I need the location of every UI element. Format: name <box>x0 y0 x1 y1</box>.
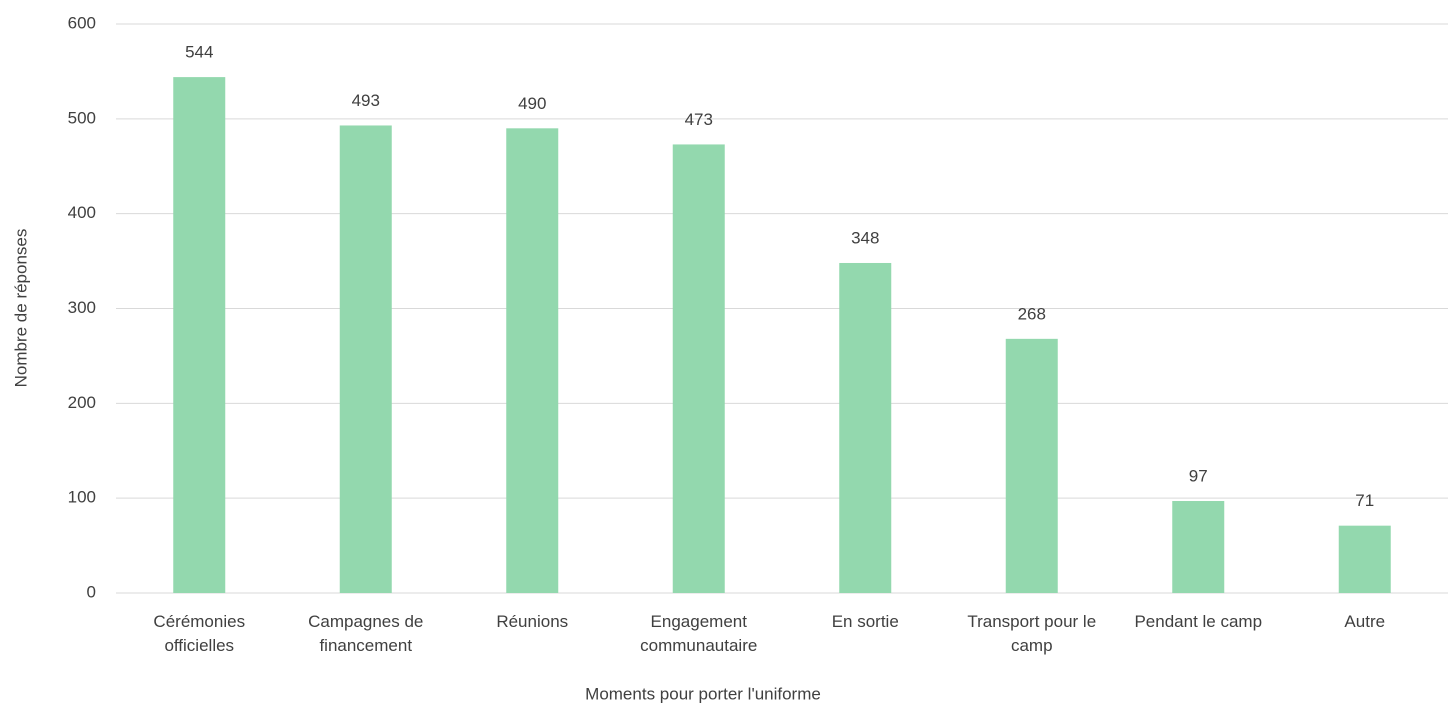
x-axis-label: Moments pour porter l'uniforme <box>585 684 821 703</box>
y-tick-label: 300 <box>68 298 96 317</box>
y-axis-label: Nombre de réponses <box>11 229 30 388</box>
bar <box>339 125 392 593</box>
y-tick-label: 600 <box>68 13 96 32</box>
bar <box>173 77 226 593</box>
x-tick-label: En sortie <box>831 612 899 631</box>
value-label: 71 <box>1355 491 1374 510</box>
bar <box>839 262 892 593</box>
x-tick-label: Campagnes de financement <box>308 612 424 655</box>
y-tick-label: 400 <box>68 203 96 222</box>
y-tick-label: 100 <box>68 488 96 507</box>
y-tick-label: 500 <box>68 108 96 127</box>
value-label: 493 <box>352 91 380 110</box>
y-tick-label: 0 <box>87 582 96 601</box>
y-tick-label: 200 <box>68 393 96 412</box>
bar <box>1005 338 1058 593</box>
bar <box>672 144 725 593</box>
value-label: 268 <box>1018 304 1046 323</box>
bar <box>1338 525 1391 593</box>
value-label: 490 <box>518 94 546 113</box>
x-tick-label: Cérémonies officielles <box>153 612 246 655</box>
x-tick-label: Autre <box>1344 612 1386 631</box>
value-label: 473 <box>685 110 713 129</box>
bar <box>506 128 559 594</box>
x-tick-label: Engagement communautaire <box>640 612 758 655</box>
x-tick-label: Transport pour le camp <box>967 612 1097 655</box>
x-tick-label: Réunions <box>496 612 569 631</box>
bar <box>1172 501 1225 593</box>
value-label: 97 <box>1189 466 1208 485</box>
value-label: 348 <box>851 228 879 247</box>
value-label: 544 <box>185 43 213 62</box>
x-tick-label: Pendant le camp <box>1134 612 1263 631</box>
